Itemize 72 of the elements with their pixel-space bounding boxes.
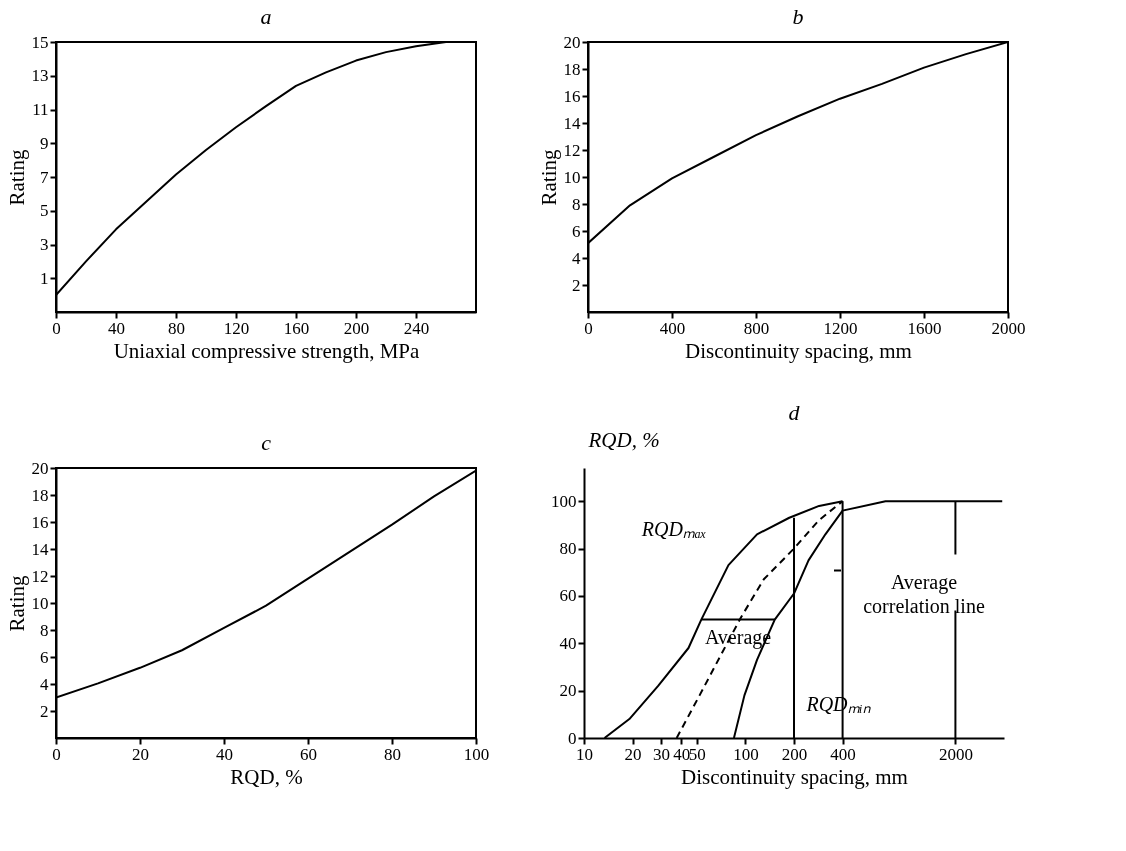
y-tick-label: 11 (32, 100, 49, 119)
y-tick-label: 7 (40, 167, 49, 187)
y-tick-label: 2 (40, 701, 49, 721)
chart-title: b (792, 4, 804, 29)
y-tick-label: 6 (572, 221, 581, 241)
y-tick-label: 20 (559, 681, 577, 701)
x-axis-title: Discontinuity spacing, mm (685, 338, 912, 363)
y-tick-label: 14 (563, 113, 581, 133)
series-label: RQDₘₐₓ (640, 518, 707, 541)
y-tick-label: 2 (572, 275, 581, 295)
x-tick-label: 200 (781, 744, 808, 764)
y-tick-label: 10 (31, 593, 49, 613)
y-tick-label: 1 (40, 268, 49, 288)
y-tick-label: 5 (40, 201, 49, 221)
y-tick-label: 12 (31, 566, 49, 586)
x-tick-label: 20 (132, 744, 149, 764)
y-tick-label: 40 (559, 633, 577, 653)
chart-title: c (261, 430, 272, 455)
x-tick-label: 30 (653, 744, 671, 764)
y-tick-label: 6 (40, 647, 49, 667)
y-tick-label: 100 (551, 491, 577, 511)
x-tick-label: 2000 (938, 744, 973, 764)
y-tick-label: 3 (40, 235, 49, 254)
legend-label: Average correlation line (863, 570, 985, 617)
x-tick-label: 120 (223, 318, 250, 338)
y-tick-label: 15 (31, 32, 49, 52)
y-axis-title: RQD, % (587, 427, 660, 452)
x-tick-label: 400 (659, 318, 686, 338)
y-axis-title: Rating (4, 149, 29, 206)
x-tick-label: 800 (743, 318, 770, 338)
y-tick-label: 9 (40, 133, 49, 153)
y-tick-label: 4 (40, 674, 49, 694)
y-tick-label: 4 (572, 248, 581, 268)
y-tick-label: 20 (563, 32, 581, 52)
x-tick-label: 40 (216, 744, 233, 764)
y-tick-label: 18 (563, 59, 581, 79)
x-tick-label: 20 (624, 744, 642, 764)
y-tick-label: 18 (31, 485, 49, 505)
y-tick-label: 13 (31, 66, 49, 86)
y-tick-label: 60 (559, 586, 577, 606)
x-tick-label: 100 (733, 744, 759, 764)
y-tick-label: 8 (40, 620, 49, 640)
x-tick-label: 50 (688, 744, 706, 764)
x-tick-label: 80 (168, 318, 185, 338)
x-tick-label: 200 (343, 318, 370, 338)
x-axis-title: Discontinuity spacing, mm (681, 764, 908, 789)
y-tick-label: 16 (563, 86, 581, 106)
x-tick-label: 1200 (823, 318, 858, 338)
x-tick-label: 40 (673, 744, 691, 764)
x-tick-label: 100 (463, 744, 490, 764)
x-tick-label: 40 (108, 318, 125, 338)
x-axis-title: RQD, % (230, 764, 303, 789)
x-tick-label: 60 (300, 744, 317, 764)
x-tick-label: 240 (403, 318, 430, 338)
x-tick-label: 2000 (991, 318, 1026, 338)
y-axis-title: Rating (536, 149, 561, 206)
y-tick-label: 20 (31, 458, 49, 478)
y-tick-label: 12 (563, 140, 581, 160)
chart-title: a (260, 4, 272, 29)
y-tick-label: 8 (572, 194, 581, 214)
y-tick-label: 16 (31, 512, 49, 532)
y-tick-label: 10 (563, 167, 581, 187)
chart-title: d (788, 400, 801, 425)
y-tick-label: 0 (568, 728, 577, 748)
y-tick-label: 14 (31, 539, 49, 559)
x-axis-title: Uniaxial compressive strength, MPa (113, 338, 420, 363)
x-tick-label: 400 (830, 744, 856, 764)
y-tick-label: 80 (559, 539, 577, 559)
x-tick-label: 1600 (907, 318, 942, 338)
x-tick-label: 80 (384, 744, 401, 764)
y-axis-title: Rating (4, 575, 29, 632)
x-tick-label: 160 (283, 318, 310, 338)
